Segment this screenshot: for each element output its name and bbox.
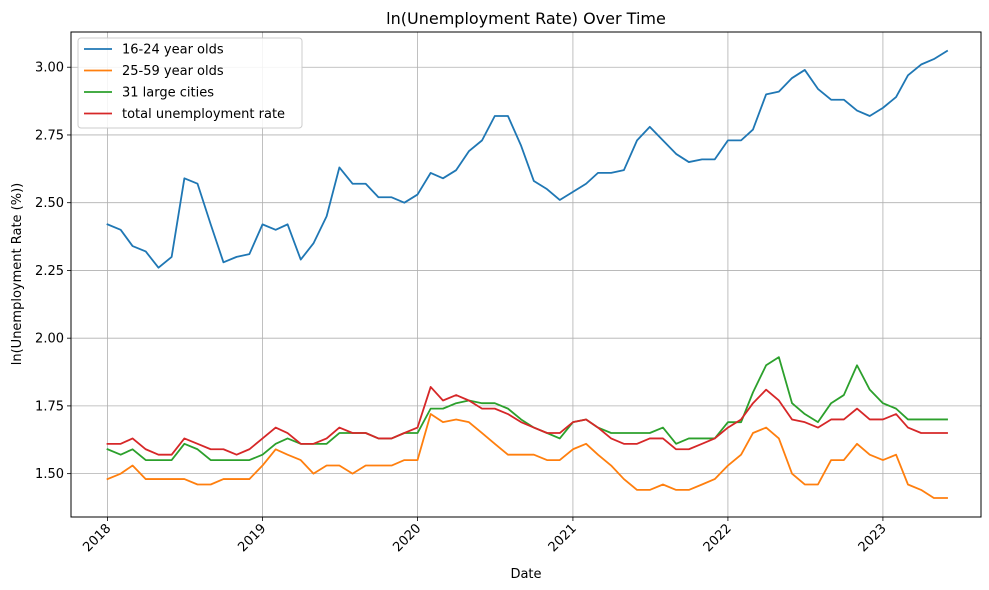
plot-frame <box>70 31 982 518</box>
x-axis-label: Date <box>510 567 541 582</box>
legend-label: 25-59 year olds <box>122 64 224 79</box>
series-line-2 <box>106 413 948 499</box>
legend: 16-24 year olds 25-59 year olds 31 large c… <box>77 37 303 129</box>
y-tick-label: 1.50 <box>35 467 64 482</box>
y-tick-label: 2.75 <box>35 128 64 143</box>
series-lines <box>106 49 949 499</box>
y-axis-label: ln(Unemployment Rate (%)) <box>10 183 25 366</box>
legend-label: 31 large cities <box>122 86 214 101</box>
chart-title: ln(Unemployment Rate) Over Time <box>386 9 666 28</box>
y-tick-label: 2.00 <box>35 332 64 347</box>
y-axis: 1.50 1.75 2.00 2.25 2.50 2.75 3.00 <box>35 61 71 482</box>
legend-label: 16-24 year olds <box>122 43 224 58</box>
series-line-1 <box>106 49 949 269</box>
legend-box <box>77 37 303 129</box>
legend-label: total unemployment rate <box>122 107 285 122</box>
y-tick-label: 1.75 <box>35 399 64 414</box>
y-tick-label: 2.50 <box>35 196 64 211</box>
series-line-4 <box>106 386 948 456</box>
y-tick-label: 2.25 <box>35 264 64 279</box>
series-line-3 <box>106 356 948 462</box>
y-tick-label: 3.00 <box>35 61 64 76</box>
